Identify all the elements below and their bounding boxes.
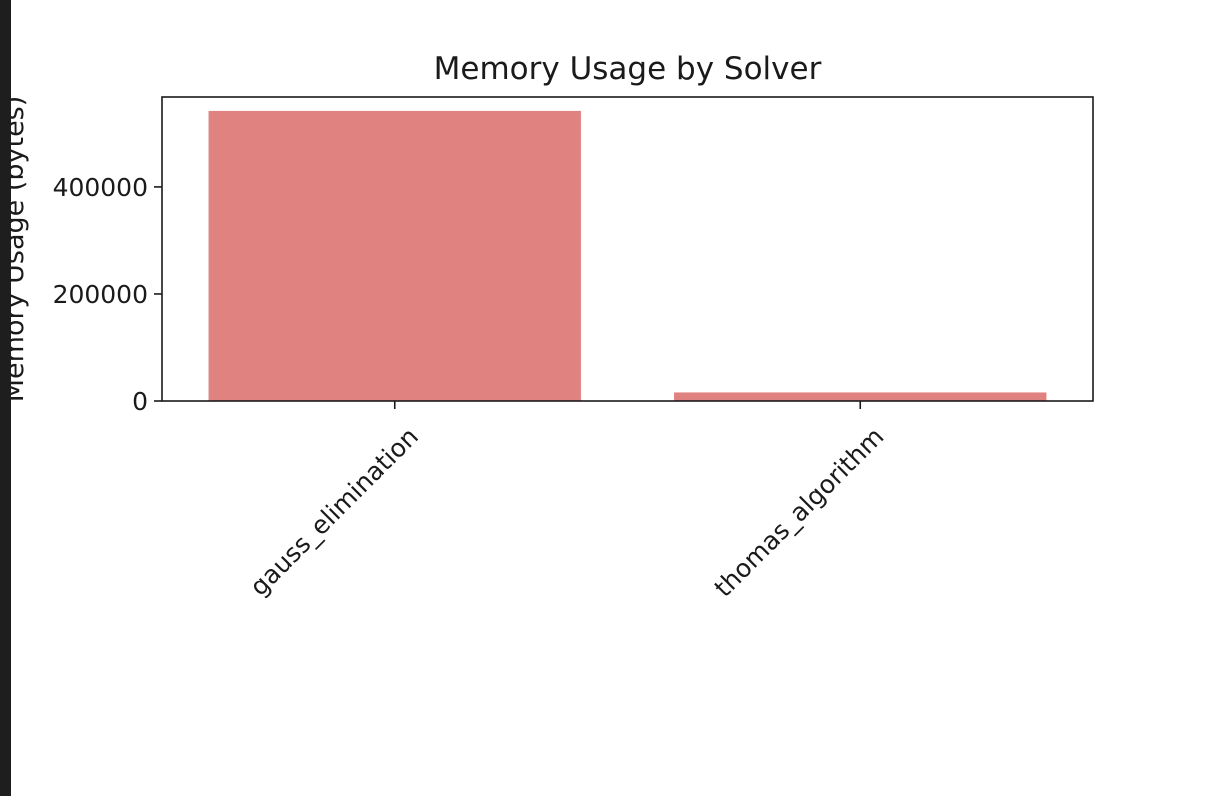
y-tick-label: 400000	[53, 173, 148, 202]
bar-thomas-algorithm	[674, 392, 1047, 401]
bar-chart: 0 200000 400000 gauss_elimination thomas_al…	[11, 51, 1094, 603]
axes-layer	[161, 96, 1094, 402]
bars-layer	[208, 110, 1047, 401]
x-ticks: gauss_elimination thomas_algorithm	[244, 401, 890, 603]
y-tick-label: 0	[132, 387, 148, 416]
y-ticks: 0 200000 400000	[53, 173, 162, 416]
plot-frame	[161, 96, 1094, 402]
chart-title: Memory Usage by Solver	[434, 51, 822, 87]
x-tick-label: gauss_elimination	[244, 422, 424, 602]
chart-figure: 0 200000 400000 gauss_elimination thomas_al…	[11, 0, 1208, 796]
bar-gauss-elimination	[208, 110, 581, 401]
y-axis-label: Memory Usage (bytes)	[11, 96, 30, 403]
y-tick-label: 200000	[53, 280, 148, 309]
x-tick-label: thomas_algorithm	[709, 422, 890, 603]
window-edge	[0, 0, 11, 796]
